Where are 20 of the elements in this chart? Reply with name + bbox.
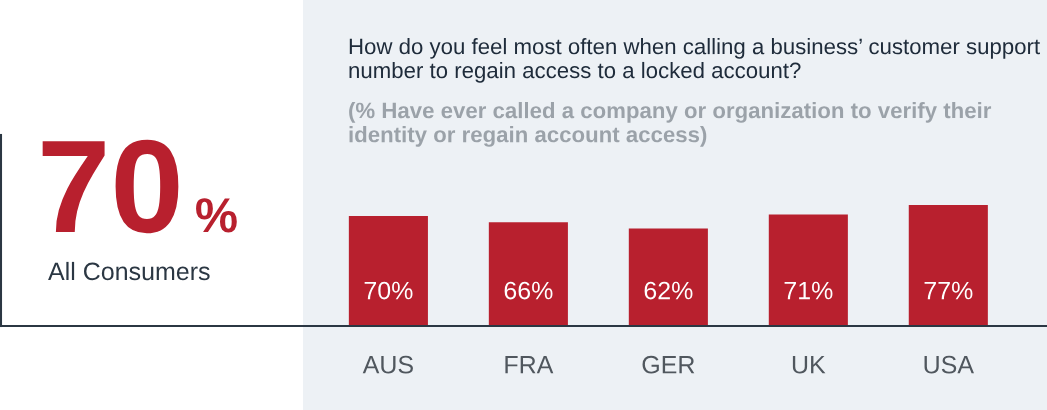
data-label: 77%	[924, 281, 973, 300]
chart-subtitle: (% Have ever called a company or organization to verify their identity or regain account access)	[349, 102, 992, 147]
data-label: 71%	[784, 281, 833, 300]
x-tick-label: FRA	[505, 356, 554, 374]
chart-title: How do you feel most often when calling a business’ customer support number to regain access to a locked account?	[349, 38, 1040, 83]
x-tick-label: UK	[792, 356, 826, 374]
bar	[768, 214, 848, 326]
text: All Consumers	[48, 261, 210, 281]
x-tick-label: GER	[642, 355, 695, 374]
bar	[488, 222, 568, 326]
data-label: 70%	[364, 281, 413, 300]
data-label: 62%	[644, 281, 693, 300]
x-tick-label: USA	[924, 355, 974, 374]
bar	[628, 228, 708, 326]
data-label: 66%	[504, 281, 553, 300]
x-tick-label: AUS	[362, 355, 413, 374]
bar	[908, 205, 988, 326]
text: 70	[42, 139, 179, 234]
text: %	[196, 198, 237, 233]
bar	[348, 216, 428, 326]
